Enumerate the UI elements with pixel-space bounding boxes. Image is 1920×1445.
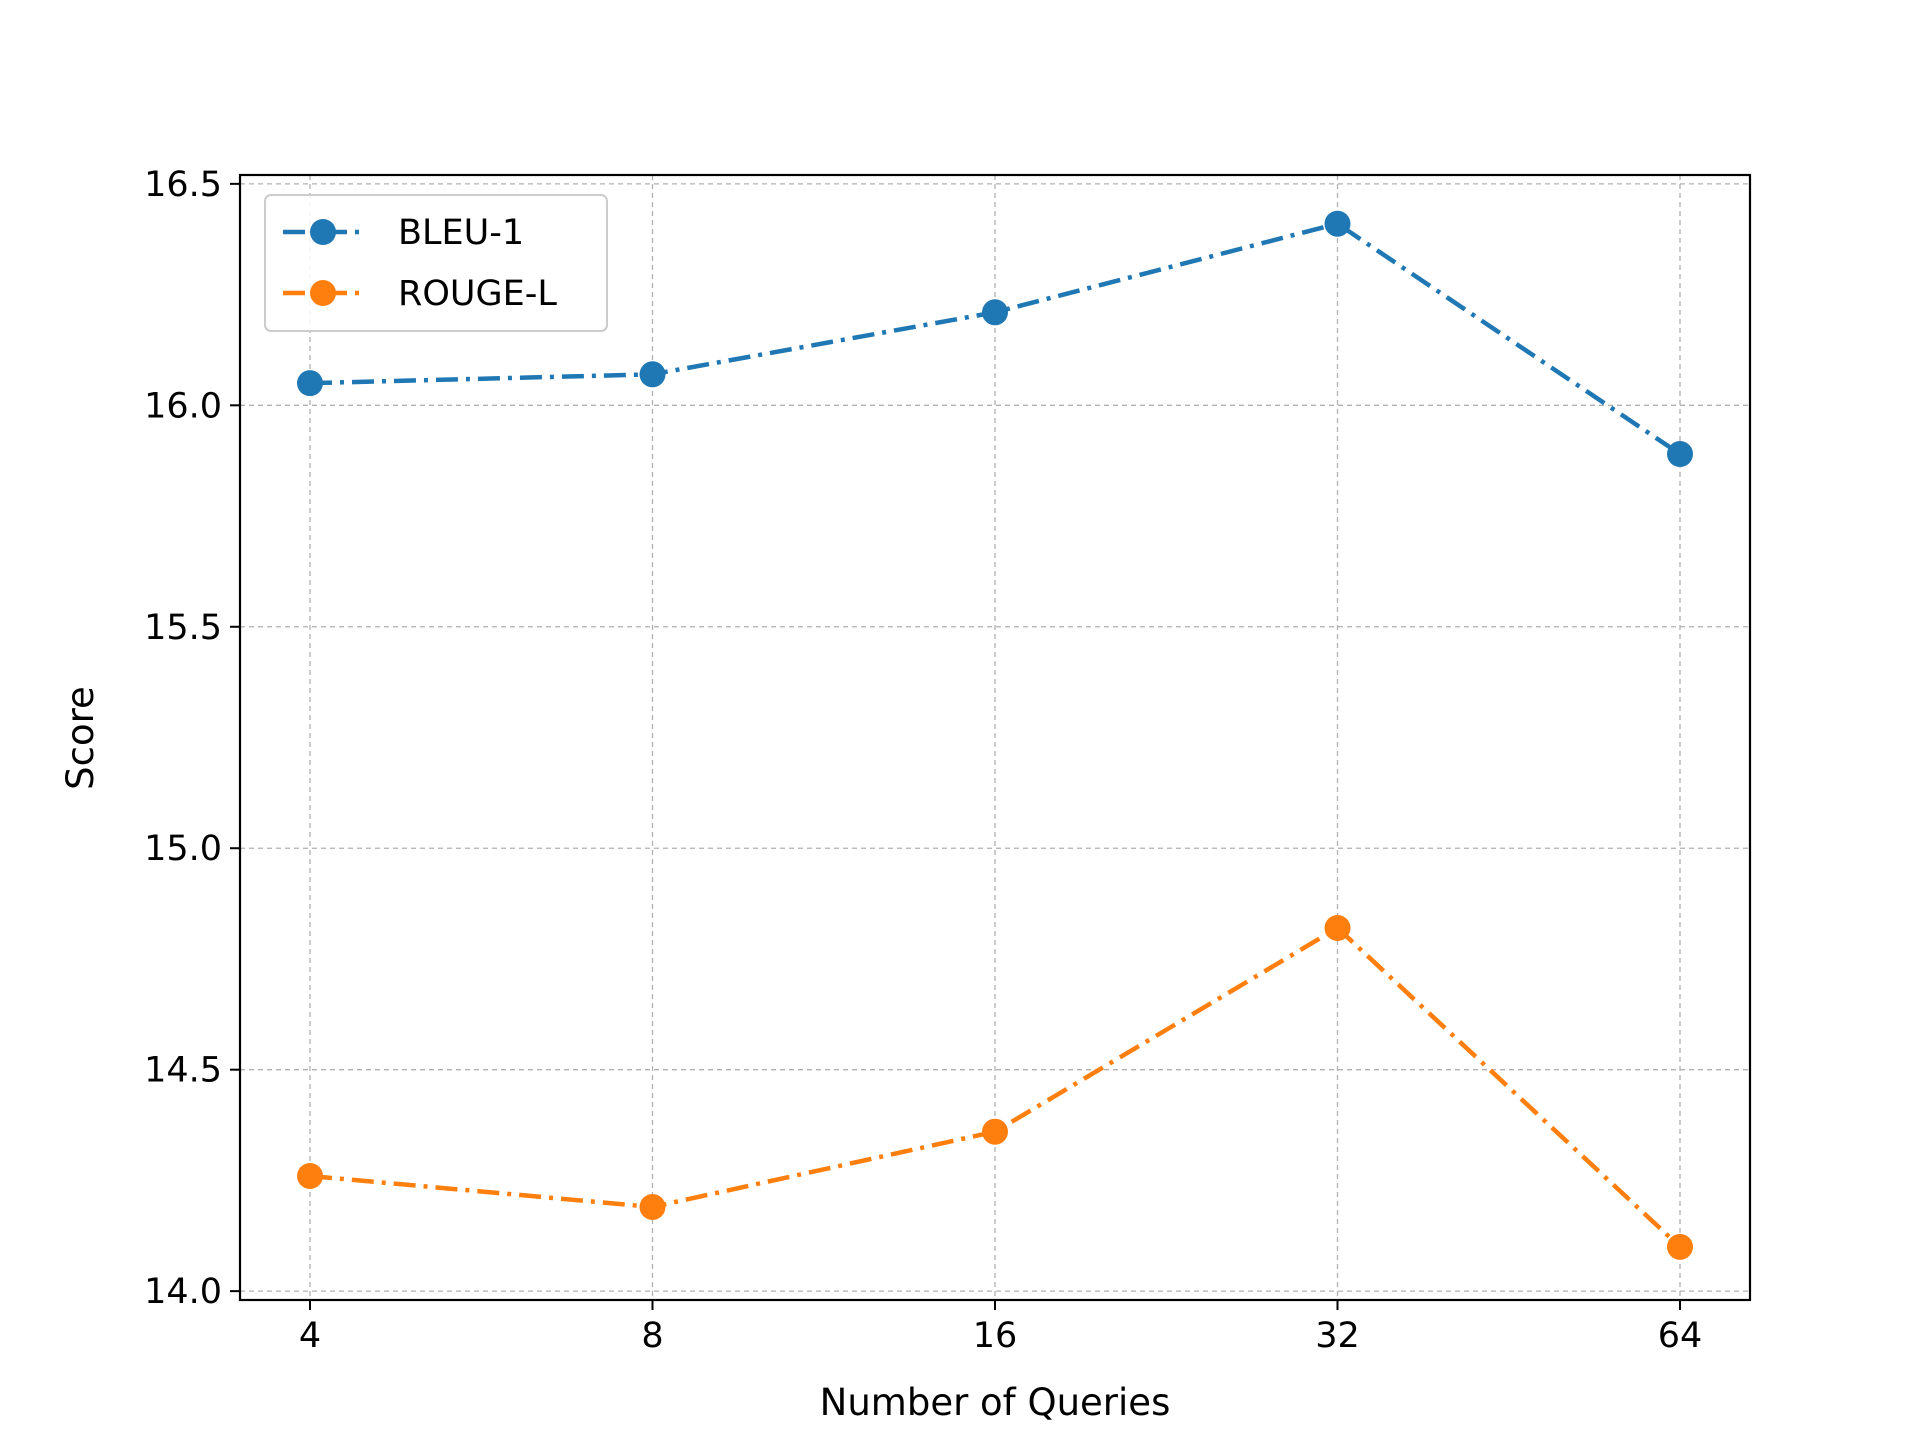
data-point (1667, 1233, 1693, 1260)
y-tick-label: 14.5 (144, 1051, 222, 1091)
y-axis-title: Score (59, 686, 102, 790)
y-tick-label: 16.5 (144, 165, 222, 205)
grid (240, 175, 1750, 1300)
series-line (309, 925, 1682, 1249)
data-point (1324, 914, 1351, 941)
y-tick-label: 16.0 (144, 386, 222, 426)
x-tick-label: 8 (641, 1316, 663, 1356)
data-point (297, 370, 323, 397)
data-point (982, 1118, 1008, 1145)
data-point (982, 299, 1008, 326)
series-layer (297, 210, 1693, 1260)
legend-marker (310, 219, 336, 245)
legend-label: BLEU-1 (398, 213, 524, 253)
data-point (639, 1193, 666, 1220)
legend: BLEU-1 ROUGE-L (264, 194, 608, 332)
data-point (639, 361, 666, 388)
x-tick-label: 16 (973, 1316, 1018, 1356)
data-point (297, 1162, 323, 1189)
y-tick-label: 15.0 (144, 829, 222, 869)
x-tick-label: 64 (1658, 1316, 1703, 1356)
data-point (1324, 210, 1351, 237)
legend-box (264, 194, 608, 332)
data-point (1667, 441, 1693, 468)
axes: 4 8 16 32 64 14.0 14.5 15.0 15.5 16.0 16.5 (144, 165, 1702, 1356)
x-axis-title: Number of Queries (820, 1381, 1171, 1424)
x-tick-label: 32 (1315, 1316, 1360, 1356)
legend-label: ROUGE-L (398, 274, 557, 314)
y-tick-label: 14.0 (144, 1272, 222, 1312)
y-tick-label: 15.5 (144, 608, 222, 648)
legend-marker (310, 280, 336, 306)
x-tick-label: 4 (299, 1316, 321, 1356)
